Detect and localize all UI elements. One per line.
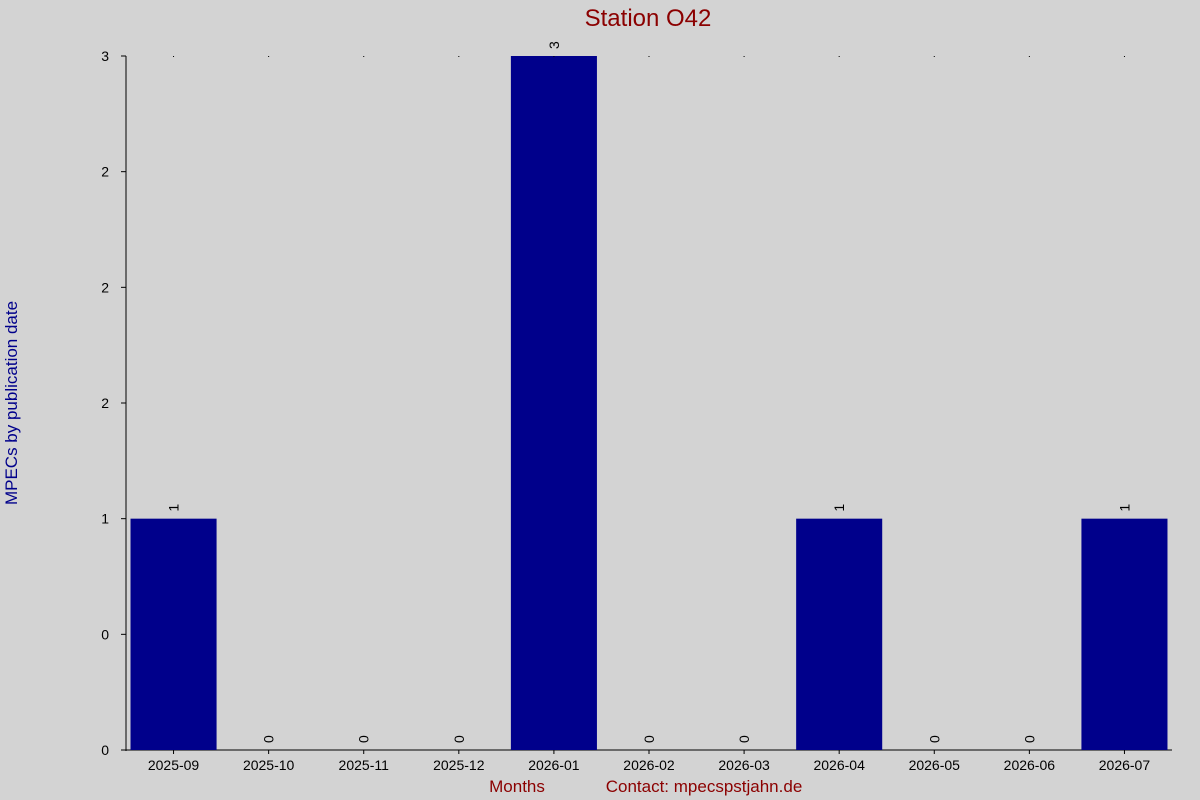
- x-tick-label: 2025-09: [148, 757, 200, 773]
- y-tick-label: 0: [101, 742, 109, 758]
- value-label: 1: [1116, 504, 1132, 512]
- plot-area: 0 0 1 2 2 2 3 2025-09 1 2025-10 0 2025-11 0 2025-12 0 2…: [101, 41, 1172, 773]
- top-tick-mark: [933, 56, 935, 57]
- x-tick-label: 2026-04: [813, 757, 865, 773]
- x-tick-label: 2026-01: [528, 757, 580, 773]
- y-tick-label: 2: [101, 164, 109, 180]
- top-tick-mark: [458, 56, 460, 57]
- y-tick-label: 3: [101, 48, 109, 64]
- bar: [510, 56, 597, 750]
- y-tick-label: 2: [101, 279, 109, 295]
- y-tick-label: 0: [101, 626, 109, 642]
- top-tick-mark: [648, 56, 650, 57]
- value-label: 3: [546, 41, 562, 49]
- value-label: 1: [831, 504, 847, 512]
- y-axis-label: MPECs by publication date: [2, 301, 21, 505]
- bar: [130, 518, 217, 750]
- x-tick-label: 2026-03: [718, 757, 770, 773]
- value-label: 0: [261, 735, 277, 743]
- contact-text: Contact: mpecsрstjahn.de: [606, 777, 803, 796]
- x-tick-label: 2025-11: [339, 757, 390, 773]
- top-tick-mark: [553, 56, 555, 57]
- y-tick-label: 1: [101, 511, 109, 527]
- x-axis-label: Months: [489, 777, 545, 796]
- value-label: 1: [166, 504, 182, 512]
- top-tick-mark: [1123, 56, 1125, 57]
- y-tick-label: 2: [101, 395, 109, 411]
- x-tick-label: 2026-05: [909, 757, 961, 773]
- top-tick-mark: [743, 56, 745, 57]
- value-label: 0: [356, 735, 372, 743]
- top-tick-mark: [838, 56, 840, 57]
- top-tick-mark: [1028, 56, 1030, 57]
- top-tick-mark: [363, 56, 365, 57]
- bar: [796, 518, 883, 750]
- x-tick-label: 2025-12: [433, 757, 485, 773]
- x-tick-label: 2026-02: [623, 757, 675, 773]
- bar: [1081, 518, 1168, 750]
- top-tick-mark: [173, 56, 175, 57]
- x-tick-label: 2026-07: [1099, 757, 1151, 773]
- top-tick-mark: [268, 56, 270, 57]
- value-label: 0: [451, 735, 467, 743]
- x-tick-label: 2026-06: [1004, 757, 1056, 773]
- x-tick-label: 2025-10: [243, 757, 295, 773]
- chart-title: Station O42: [585, 5, 712, 32]
- value-label: 0: [1021, 735, 1037, 743]
- value-label: 0: [641, 735, 657, 743]
- value-label: 0: [736, 735, 752, 743]
- value-label: 0: [926, 735, 942, 743]
